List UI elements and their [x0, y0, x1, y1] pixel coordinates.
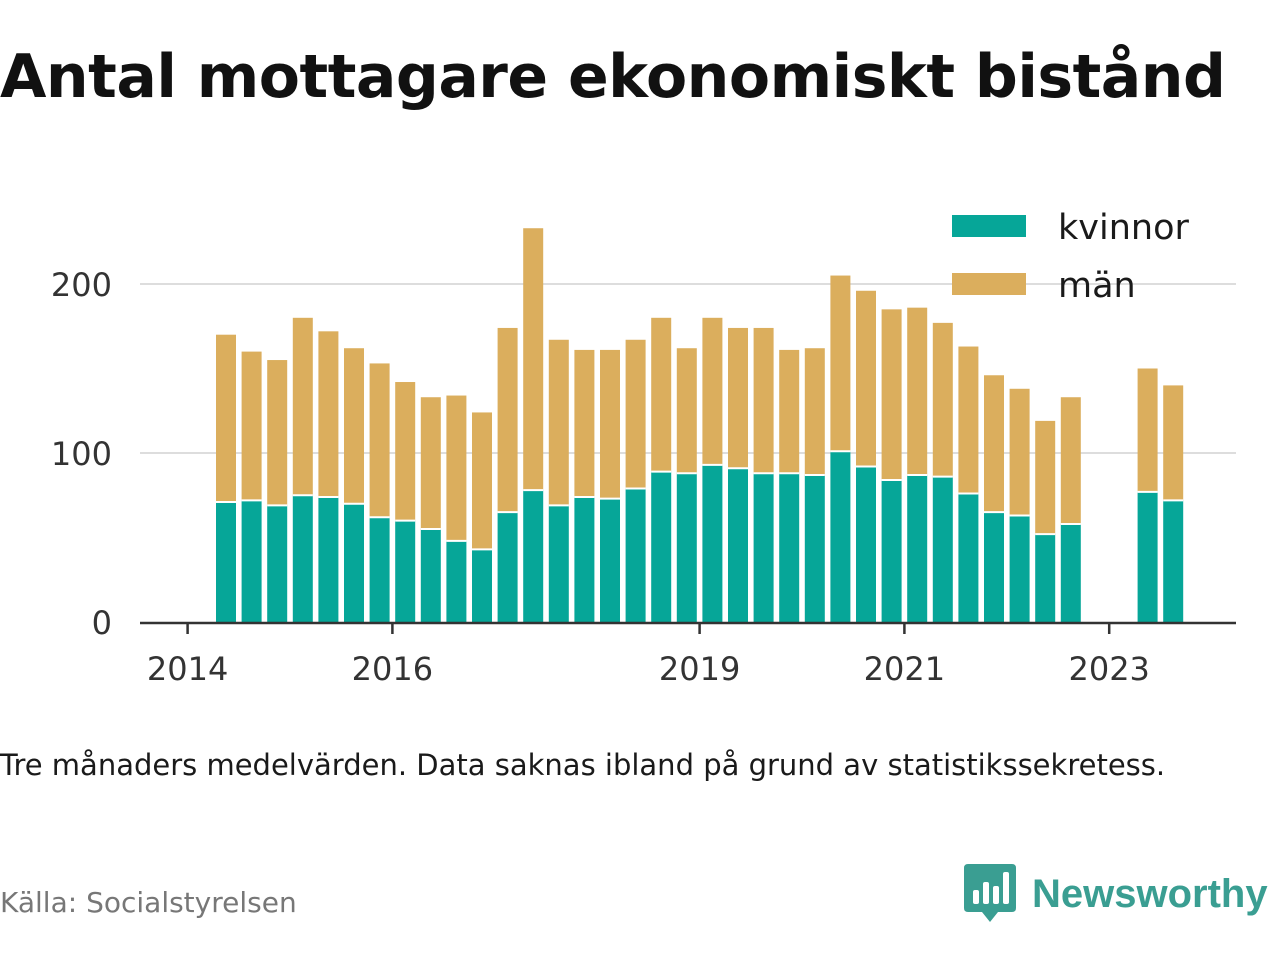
bar-kvinnor-2018-Q3 — [651, 471, 672, 622]
bar-kvinnor-2014-Q2 — [216, 502, 236, 622]
bar-män-2020-Q3 — [856, 290, 876, 467]
legend-swatch-män — [952, 273, 1026, 295]
bar-män-2022-Q1 — [1009, 388, 1030, 516]
bar-kvinnor-2021-Q2 — [932, 476, 953, 622]
bar-kvinnor-2020-Q4 — [881, 480, 902, 622]
bar-män-2020-Q1 — [804, 348, 825, 475]
bar-män-2017-Q2 — [523, 228, 544, 491]
y-tick-label: 200 — [51, 266, 112, 304]
x-tick-label: 2014 — [147, 650, 228, 688]
bar-män-2015-Q2 — [318, 331, 339, 497]
bar-män-2022-Q3 — [1060, 397, 1081, 524]
bar-män-2023-Q2 — [1137, 368, 1158, 492]
bar-kvinnor-2017-Q1 — [497, 512, 518, 622]
bar-män-2018-Q4 — [676, 348, 697, 474]
bar-kvinnor-2016-Q1 — [395, 520, 416, 622]
bar-kvinnor-2022-Q3 — [1060, 523, 1081, 622]
y-tick-label: 0 — [92, 604, 112, 642]
bar-män-2014-Q4 — [267, 360, 288, 506]
bar-kvinnor-2022-Q1 — [1009, 515, 1030, 622]
bar-män-2014-Q3 — [241, 351, 262, 501]
bar-män-2017-Q1 — [497, 327, 518, 513]
bar-män-2022-Q2 — [1035, 420, 1056, 535]
bar-män-2018-Q1 — [600, 349, 620, 499]
x-tick-label: 2021 — [864, 650, 945, 688]
bar-kvinnor-2015-Q1 — [292, 495, 313, 622]
bar-kvinnor-2016-Q4 — [472, 549, 492, 622]
bar-kvinnor-2019-Q4 — [779, 473, 800, 622]
bar-män-2019-Q3 — [753, 327, 774, 474]
bar-kvinnor-2017-Q4 — [574, 496, 595, 622]
bar-män-2020-Q4 — [881, 309, 902, 481]
bar-kvinnor-2020-Q1 — [804, 474, 825, 622]
x-tick-label: 2023 — [1068, 650, 1149, 688]
bar-kvinnor-2014-Q4 — [267, 505, 288, 622]
bar-män-2021-Q1 — [907, 307, 928, 475]
bar-kvinnor-2016-Q2 — [420, 529, 441, 622]
bar-kvinnor-2018-Q1 — [600, 498, 620, 622]
bar-kvinnor-2021-Q1 — [907, 474, 928, 622]
brand-name: Newsworthy — [1032, 871, 1268, 916]
bar-kvinnor-2020-Q3 — [856, 466, 876, 622]
axes: 0 100 200 2014 2016 2019 2021 2023 — [51, 266, 1236, 688]
bar-män-2023-Q3 — [1163, 385, 1184, 501]
bar-män-2017-Q4 — [574, 349, 595, 497]
bar-män-2019-Q1 — [702, 317, 723, 465]
source-credit: Källa: Socialstyrelsen — [0, 886, 297, 919]
bar-kvinnor-2014-Q3 — [241, 500, 262, 622]
bar-chart-speech-bubble-icon — [964, 864, 1016, 922]
bar-kvinnor-2019-Q1 — [702, 464, 723, 622]
bar-kvinnor-2018-Q2 — [625, 488, 646, 622]
bar-män-2017-Q3 — [548, 339, 569, 506]
y-tick-label: 100 — [51, 435, 112, 473]
bar-kvinnor-2021-Q3 — [958, 493, 979, 622]
legend-label-män: män — [1058, 266, 1136, 306]
bar-män-2021-Q4 — [984, 375, 1004, 513]
bar-män-2015-Q1 — [292, 317, 313, 496]
bar-män-2018-Q3 — [651, 317, 672, 472]
bar-män-2019-Q2 — [728, 327, 748, 469]
bars — [216, 228, 1184, 622]
bar-kvinnor-2023-Q2 — [1137, 491, 1158, 622]
bar-män-2015-Q4 — [369, 363, 390, 518]
bar-män-2018-Q2 — [625, 339, 646, 489]
bar-kvinnor-2023-Q3 — [1163, 500, 1184, 622]
bar-män-2016-Q4 — [472, 412, 492, 550]
bar-kvinnor-2020-Q2 — [830, 451, 851, 622]
bar-kvinnor-2019-Q3 — [753, 473, 774, 622]
chart-note: Tre månaders medelvärden. Data saknas ib… — [0, 748, 1166, 782]
bar-män-2015-Q3 — [344, 348, 364, 504]
bar-män-2014-Q2 — [216, 334, 236, 503]
bar-män-2020-Q2 — [830, 275, 851, 452]
legend-label-kvinnor: kvinnor — [1058, 208, 1189, 248]
bar-män-2021-Q3 — [958, 346, 979, 494]
bar-kvinnor-2017-Q2 — [523, 490, 544, 622]
legend-swatch-kvinnor — [952, 215, 1026, 237]
bar-kvinnor-2015-Q3 — [344, 503, 364, 622]
bar-kvinnor-2015-Q4 — [369, 517, 390, 622]
bar-kvinnor-2016-Q3 — [446, 540, 467, 622]
chart-title: Antal mottagare ekonomiskt bistånd — [0, 42, 1226, 112]
bar-kvinnor-2019-Q2 — [728, 468, 748, 622]
bar-kvinnor-2022-Q2 — [1035, 534, 1056, 622]
x-tick-label: 2016 — [352, 650, 433, 688]
brand-logo: Newsworthy — [964, 864, 1268, 924]
bar-män-2016-Q1 — [395, 382, 416, 521]
bar-kvinnor-2015-Q2 — [318, 496, 339, 622]
x-tick-label: 2019 — [659, 650, 740, 688]
bar-kvinnor-2018-Q4 — [676, 473, 697, 622]
bar-män-2019-Q4 — [779, 349, 800, 474]
bar-män-2021-Q2 — [932, 322, 953, 477]
bar-män-2016-Q2 — [420, 397, 441, 530]
bar-kvinnor-2017-Q3 — [548, 505, 569, 622]
legend: kvinnor män — [952, 208, 1189, 306]
bar-män-2016-Q3 — [446, 395, 467, 541]
bar-kvinnor-2021-Q4 — [984, 512, 1004, 622]
